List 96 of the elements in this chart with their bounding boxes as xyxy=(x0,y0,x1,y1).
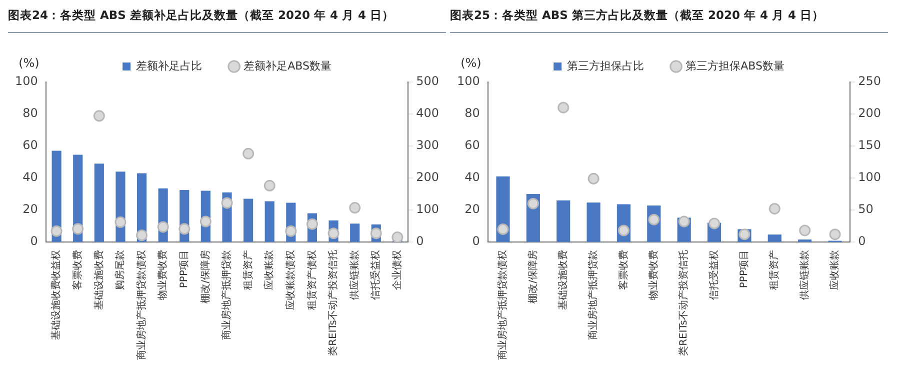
y-tick-label: 60 xyxy=(464,138,480,152)
y-tick-label: 0 xyxy=(30,234,38,248)
y2-tick-label: 100 xyxy=(858,170,881,184)
x-tick-label: 应收账款债权 xyxy=(284,250,297,310)
y2-tick-label: 100 xyxy=(416,202,439,216)
x-tick-label: 租赁资产 xyxy=(242,250,254,290)
x-tick-label: 信托受益权 xyxy=(708,250,720,300)
y-tick-label: 40 xyxy=(22,170,38,184)
bar xyxy=(556,200,570,242)
y-tick-label: 0 xyxy=(472,234,480,248)
x-tick-label: 基础设施收费 xyxy=(556,250,569,310)
legend-label: 差额补足占比 xyxy=(136,59,202,72)
point xyxy=(264,180,276,192)
y2-tick-label: 400 xyxy=(416,106,439,120)
x-tick-label: 租赁资产债权 xyxy=(306,250,318,310)
x-tick-label: 客票收费 xyxy=(71,250,84,290)
x-tick-label: 商业房地产抵押贷款债权 xyxy=(496,250,509,360)
y2-tick-label: 0 xyxy=(858,234,866,248)
y2-tick-label: 0 xyxy=(416,234,424,248)
bar xyxy=(244,198,254,242)
point xyxy=(497,223,509,235)
point xyxy=(392,231,404,242)
point xyxy=(114,216,126,228)
x-tick-label: 应收账款 xyxy=(828,250,841,290)
x-tick-label: 客票收费 xyxy=(617,250,630,290)
y2-tick-label: 50 xyxy=(858,202,874,216)
point xyxy=(72,223,84,235)
point xyxy=(829,228,841,240)
y-tick-label: 80 xyxy=(22,106,38,120)
x-tick-label: 物业费收费 xyxy=(648,250,660,300)
y-tick-label: 40 xyxy=(464,170,480,184)
x-tick-label: 商业房地产抵押贷款 xyxy=(587,250,600,340)
x-tick-label: 购房尾款 xyxy=(114,250,126,290)
legend-label: 第三方担保占比 xyxy=(567,59,644,72)
point xyxy=(527,198,539,210)
x-tick-label: 租赁资产 xyxy=(768,250,780,290)
x-tick-label: 供应链账款 xyxy=(348,250,360,300)
legend-label: 差额补足ABS数量 xyxy=(244,59,332,72)
x-tick-label: 棚改/保障房 xyxy=(199,250,212,304)
y-tick-label: 20 xyxy=(464,202,480,216)
point xyxy=(242,148,254,160)
x-tick-label: PPP项目 xyxy=(178,250,190,288)
point xyxy=(178,223,190,235)
x-tick-label: 棚改/保障房 xyxy=(526,250,539,304)
chart-title: 图表24：各类型 ABS 差额补足占比及数量（截至 2020 年 4 月 4 日） xyxy=(8,8,446,33)
chart-title: 图表25：各类型 ABS 第三方占比及数量（截至 2020 年 4 月 4 日） xyxy=(450,8,888,33)
x-tick-label: 类REITs不动产投资信托 xyxy=(678,250,690,356)
bar xyxy=(586,202,600,242)
point xyxy=(558,102,570,114)
y2-tick-label: 200 xyxy=(858,106,881,120)
point xyxy=(93,110,105,122)
point xyxy=(588,172,600,184)
point xyxy=(370,228,382,240)
x-tick-label: 信托受益权 xyxy=(370,250,382,300)
bar xyxy=(768,234,782,242)
bar xyxy=(798,239,812,242)
point xyxy=(285,225,297,237)
point xyxy=(200,216,212,228)
y2-tick-label: 200 xyxy=(416,170,439,184)
y-tick-label: 20 xyxy=(22,202,38,216)
y-tick-label: 60 xyxy=(22,138,38,152)
x-tick-label: PPP项目 xyxy=(739,250,750,288)
y-tick-label: 100 xyxy=(15,74,38,88)
x-tick-label: 商业房地产抵押贷款 xyxy=(220,250,233,340)
x-tick-label: 物业费收费 xyxy=(156,250,169,300)
x-tick-label: 基础设施收费 xyxy=(92,250,105,310)
y2-tick-label: 500 xyxy=(416,74,439,88)
point xyxy=(349,202,361,214)
point xyxy=(221,197,233,209)
x-tick-label: 类REITs不动产投资信托 xyxy=(327,250,340,356)
y-tick-label: 80 xyxy=(464,106,480,120)
y-tick-label: 100 xyxy=(457,74,480,88)
x-tick-label: 商业房地产抵押贷款债权 xyxy=(135,250,148,360)
point xyxy=(678,216,690,228)
point xyxy=(328,228,340,240)
point xyxy=(768,202,780,214)
y-axis-title: (%) xyxy=(18,56,40,70)
point xyxy=(50,225,62,237)
legend-label: 第三方担保ABS数量 xyxy=(686,59,784,72)
y2-tick-label: 250 xyxy=(858,74,881,88)
y-axis-title: (%) xyxy=(460,56,482,70)
bar xyxy=(350,224,360,242)
x-tick-label: 企业债权 xyxy=(391,250,404,290)
point xyxy=(157,221,169,233)
x-tick-label: 应收账款 xyxy=(263,250,276,290)
y2-tick-label: 300 xyxy=(416,138,439,152)
point xyxy=(306,218,318,230)
x-tick-label: 基础设施收费收益权 xyxy=(50,250,62,340)
point xyxy=(618,224,630,236)
bar xyxy=(94,164,104,242)
bar xyxy=(264,201,274,242)
point xyxy=(708,218,720,230)
point xyxy=(136,230,148,242)
x-tick-label: 供应链账款 xyxy=(798,250,810,300)
y2-tick-label: 150 xyxy=(858,138,881,152)
point xyxy=(799,224,811,236)
